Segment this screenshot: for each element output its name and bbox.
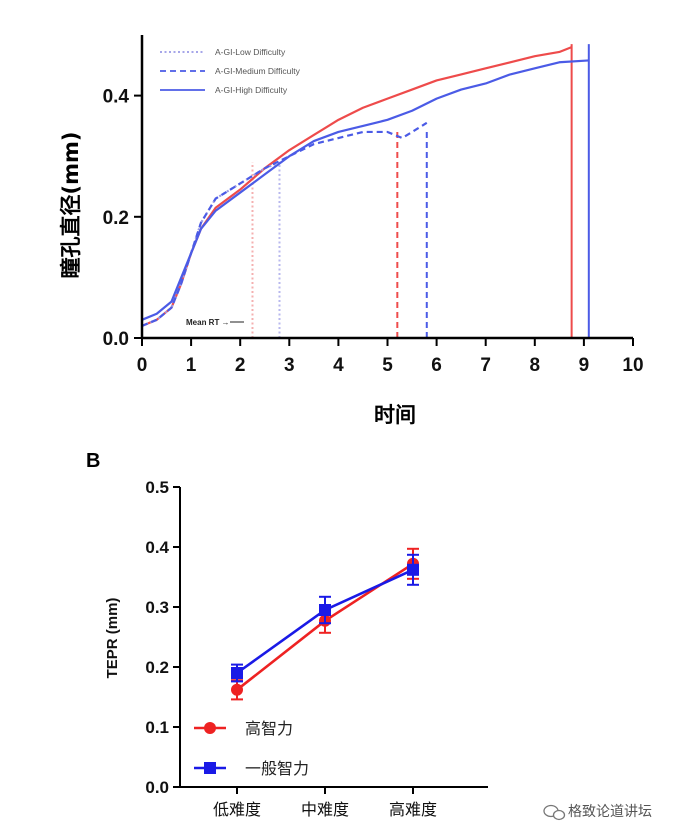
- b-data-point: [319, 604, 331, 616]
- a-x-tick-label: 1: [186, 355, 197, 376]
- b-series-1: [231, 553, 419, 683]
- a-series-line-1: [141, 161, 280, 327]
- b-y-tick-label: 0.2: [145, 658, 169, 677]
- a-axes: [140, 35, 633, 340]
- a-legend-label: A-GI-Low Difficulty: [215, 47, 286, 57]
- b-series: [231, 547, 419, 701]
- a-y-tick-label: 0.2: [103, 208, 129, 229]
- panel-label-b: B: [86, 450, 100, 472]
- a-y-tick-label: 0.4: [103, 87, 130, 108]
- a-legend-label: A-GI-Medium Difficulty: [215, 66, 301, 76]
- b-category-label: 中难度: [301, 800, 349, 819]
- a-x-axis-label: 时间: [374, 403, 416, 427]
- b-axes: [179, 487, 488, 788]
- a-x-tick-label: 10: [622, 355, 643, 376]
- b-legend-marker: [204, 722, 216, 734]
- b-category-labels: 低难度 中难度 高难度: [213, 787, 437, 819]
- b-data-point: [407, 563, 419, 576]
- a-y-tick-label: 0.0: [103, 329, 129, 350]
- a-legend-label: A-GI-High Difficulty: [215, 85, 288, 95]
- b-y-ticks: 0.0 0.1 0.2 0.3 0.4 0.5: [145, 478, 180, 797]
- wechat-icon: [543, 804, 566, 821]
- a-x-tick-label: 8: [530, 355, 541, 376]
- watermark: 格致论道讲坛: [543, 804, 652, 821]
- b-y-tick-label: 0.5: [145, 478, 169, 497]
- b-data-point: [231, 683, 243, 696]
- mean-rt-annotation: Mean RT →: [186, 318, 230, 327]
- a-x-tick-label: 3: [284, 355, 295, 376]
- a-x-tick-label: 5: [382, 355, 393, 376]
- watermark-text: 格致论道讲坛: [568, 804, 652, 820]
- b-y-axis-label: TEPR (mm): [104, 598, 121, 679]
- a-x-tick-label: 6: [431, 355, 442, 376]
- b-y-tick-label: 0.4: [145, 538, 169, 557]
- a-series-line-3: [141, 59, 589, 321]
- a-x-tick-label: 7: [480, 355, 491, 376]
- a-y-ticks: 0.0 0.2 0.4: [103, 87, 142, 350]
- a-x-tick-label: 0: [137, 355, 148, 376]
- a-legend: A-GI-Low Difficulty A-GI-Medium Difficult…: [160, 47, 301, 95]
- b-y-tick-label: 0.1: [145, 718, 169, 737]
- a-x-tick-label: 4: [333, 355, 344, 376]
- b-category-label: 高难度: [389, 800, 437, 819]
- a-x-tick-label: 2: [235, 355, 246, 376]
- a-y-axis-label: 瞳孔直径(mm): [59, 132, 83, 279]
- a-x-ticks: 0 1 2 3 4 5 6 7 8 9 10: [137, 338, 644, 376]
- b-data-point: [231, 667, 243, 679]
- a-series-line-0: [141, 46, 573, 327]
- b-legend-marker: [204, 762, 216, 774]
- b-y-tick-label: 0.0: [145, 778, 169, 797]
- b-legend-label: 高智力: [245, 719, 293, 738]
- chart-a: 0 1 2 3 4 5 6 7 8 9 10 0.0 0.2 0.4 A-GI-Low Difficul…: [59, 35, 644, 427]
- b-category-label: 低难度: [213, 800, 261, 819]
- a-series-line-2: [141, 121, 428, 327]
- a-x-tick-label: 9: [579, 355, 590, 376]
- b-y-tick-label: 0.3: [145, 598, 169, 617]
- b-legend-label: 一般智力: [245, 759, 309, 778]
- a-mean-rt-lines: [251, 44, 590, 338]
- a-series-lines: [141, 46, 589, 327]
